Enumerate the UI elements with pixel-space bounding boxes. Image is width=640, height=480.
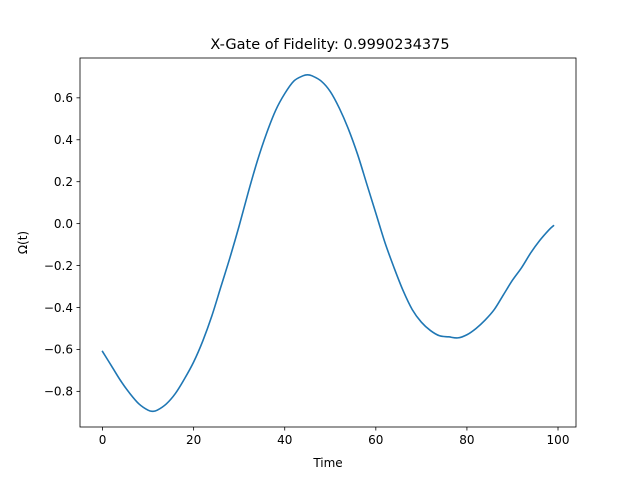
y-tick-label: −0.8 <box>44 385 73 399</box>
y-tick-label: −0.4 <box>44 301 73 315</box>
y-tick-label: 0.0 <box>54 217 73 231</box>
y-tick-label: 0.6 <box>54 91 73 105</box>
y-tick-label: −0.6 <box>44 343 73 357</box>
y-tick-label: 0.4 <box>54 133 73 147</box>
x-tick-label: 80 <box>459 433 474 447</box>
x-tick-label: 100 <box>547 433 570 447</box>
x-tick-label: 20 <box>186 433 201 447</box>
x-tick-label: 40 <box>277 433 292 447</box>
x-axis: 0 20 40 60 80 100 <box>99 427 570 447</box>
series-line <box>101 73 555 413</box>
x-axis-label: Time <box>312 456 342 470</box>
series-layer <box>101 73 555 413</box>
x-tick-label: 60 <box>368 433 383 447</box>
plot-frame <box>79 57 577 428</box>
y-axis: −0.8 −0.6 −0.4 −0.2 0.0 0.2 0.4 0.6 <box>44 91 80 399</box>
x-tick-label: 0 <box>99 433 107 447</box>
y-axis-label: Ω(t) <box>16 231 30 254</box>
chart-title: X-Gate of Fidelity: 0.9990234375 <box>210 37 449 53</box>
y-tick-label: 0.2 <box>54 175 73 189</box>
y-tick-label: −0.2 <box>44 259 73 273</box>
